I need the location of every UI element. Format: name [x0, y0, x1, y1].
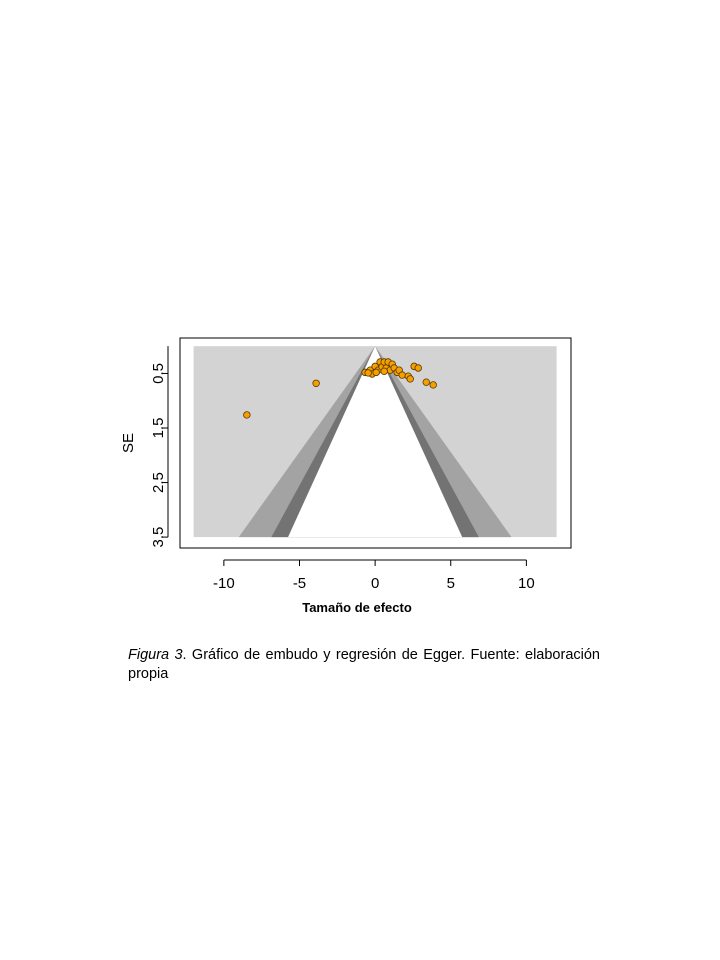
y-tick-label: 1.5 — [150, 418, 167, 439]
funnel-region — [288, 346, 463, 538]
x-tick-label: 0 — [371, 575, 379, 592]
x-tick-label: 5 — [447, 575, 455, 592]
study-point — [312, 379, 320, 387]
study-point — [429, 381, 437, 389]
study-point — [422, 378, 430, 386]
study-point — [243, 411, 251, 419]
chart: Tamaño de efecto SE -10 -5 0 5 10 0.5 1.5 2.5 3.… — [120, 337, 572, 615]
plot-frame — [179, 337, 572, 549]
x-tick-label: 10 — [518, 575, 535, 592]
x-tick-label: -10 — [213, 575, 235, 592]
study-point — [414, 364, 422, 372]
study-point — [380, 367, 388, 375]
study-point — [364, 369, 372, 377]
caption: Figura 3. Gráfico de embudo y regresión … — [128, 646, 600, 684]
x-tick-label: -5 — [293, 575, 306, 592]
caption-text: . Gráfico de embudo y regresión de Egger… — [128, 647, 600, 682]
y-tick-label: 3.5 — [150, 527, 167, 548]
y-tick-label: 2.5 — [150, 472, 167, 493]
y-tick-label: 0.5 — [150, 363, 167, 384]
study-point — [398, 371, 406, 379]
x-axis-label: Tamaño de efecto — [302, 600, 412, 615]
caption-label: Figura 3 — [128, 647, 183, 663]
study-point — [406, 375, 414, 383]
study-point — [372, 368, 380, 377]
y-axis-label: SE — [120, 433, 137, 453]
